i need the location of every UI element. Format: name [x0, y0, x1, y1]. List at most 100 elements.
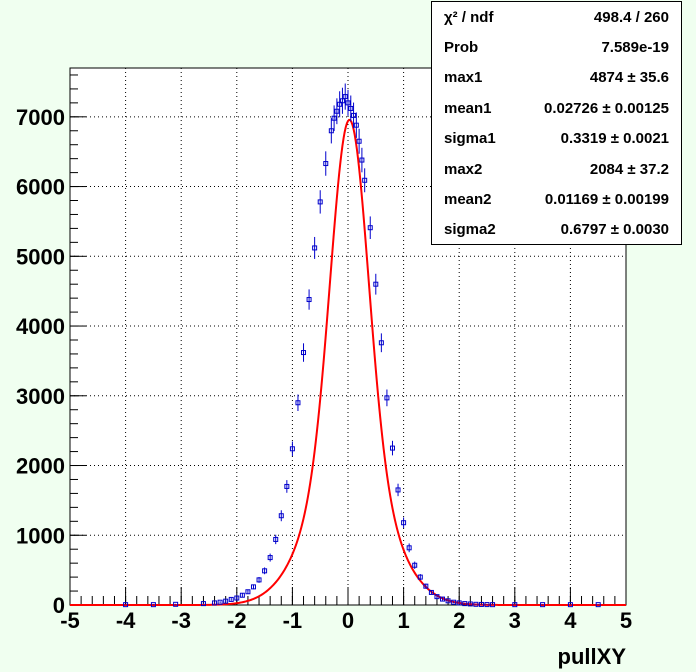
point-marker	[306, 297, 312, 303]
data-point	[359, 147, 365, 173]
stat-row: max2 2084 ± 37.2	[432, 154, 681, 184]
data-point	[245, 589, 251, 595]
point-marker	[456, 600, 462, 606]
data-point	[334, 98, 340, 125]
point-marker	[223, 598, 229, 604]
point-marker	[462, 601, 468, 607]
point-marker	[212, 600, 218, 606]
point-marker	[356, 138, 362, 144]
data-points	[123, 83, 601, 608]
stat-row: mean1 0.02726 ± 0.00125	[432, 93, 681, 123]
data-point	[373, 273, 379, 295]
data-point	[490, 602, 496, 608]
stat-row: χ² / ndf 498.4 / 260	[432, 2, 681, 32]
stat-value: 4874 ± 35.6	[589, 69, 669, 87]
data-point	[301, 343, 307, 362]
data-point	[462, 601, 468, 607]
x-tick-label: 5	[620, 608, 632, 633]
y-tick-label: 4000	[16, 314, 65, 339]
point-marker	[312, 245, 318, 251]
stat-name: max1	[444, 69, 483, 87]
stat-name: χ² / ndf	[444, 8, 494, 26]
data-point	[239, 592, 245, 598]
point-marker	[373, 281, 379, 287]
stat-value: 0.01169 ± 0.00199	[544, 191, 669, 209]
y-tick-label: 0	[53, 593, 65, 618]
point-marker	[200, 601, 206, 607]
x-axis-title: pullXY	[558, 644, 627, 669]
point-marker	[339, 98, 345, 104]
point-marker	[440, 596, 446, 602]
point-marker	[295, 400, 301, 406]
data-point	[540, 602, 546, 608]
data-point	[228, 596, 234, 602]
fit-curve	[70, 118, 626, 606]
data-point	[323, 151, 329, 176]
x-tick-label: -3	[171, 608, 191, 633]
point-marker	[228, 596, 234, 602]
stat-row: max1 4874 ± 35.6	[432, 63, 681, 93]
data-point	[384, 389, 390, 407]
data-point	[451, 599, 457, 605]
data-point	[337, 91, 343, 118]
data-point	[284, 480, 290, 493]
data-point	[423, 583, 429, 589]
stat-value: 0.3319 ± 0.0021	[560, 130, 669, 148]
data-point	[395, 483, 401, 497]
point-marker	[395, 487, 401, 493]
point-marker	[378, 340, 384, 346]
data-point	[484, 602, 490, 608]
data-point	[445, 598, 451, 604]
point-marker	[384, 395, 390, 401]
point-marker	[412, 562, 418, 568]
stat-row: sigma1 0.3319 ± 0.0021	[432, 124, 681, 154]
data-point	[512, 602, 518, 608]
data-point	[273, 534, 279, 545]
point-marker	[245, 589, 251, 595]
point-marker	[540, 602, 546, 608]
data-point	[428, 589, 434, 595]
data-point	[278, 510, 284, 522]
x-tick-label: -2	[227, 608, 247, 633]
point-marker	[362, 177, 368, 183]
data-point	[331, 105, 337, 132]
data-point	[262, 567, 268, 575]
point-marker	[334, 108, 340, 114]
data-point	[328, 118, 334, 144]
point-marker	[337, 101, 343, 107]
stat-row: mean2 0.01169 ± 0.00199	[432, 184, 681, 214]
point-marker	[267, 555, 273, 561]
stat-value: 0.02726 ± 0.00125	[543, 99, 669, 117]
point-marker	[289, 446, 295, 452]
y-tick-label: 5000	[16, 244, 65, 269]
stat-row: Prob 7.589e-19	[432, 32, 681, 62]
y-tick-label: 6000	[16, 175, 65, 200]
data-point	[223, 598, 229, 604]
point-marker	[445, 598, 451, 604]
data-point	[256, 576, 262, 583]
data-point	[434, 594, 440, 600]
point-marker	[417, 574, 423, 580]
data-point	[417, 574, 423, 581]
data-point	[362, 168, 368, 193]
x-tick-label: 4	[564, 608, 577, 633]
data-point	[295, 394, 301, 412]
stat-value: 7.589e-19	[601, 39, 669, 57]
point-marker	[423, 583, 429, 589]
point-marker	[389, 445, 395, 451]
data-point	[356, 128, 362, 154]
point-marker	[595, 602, 601, 608]
data-point	[212, 600, 218, 606]
data-point	[123, 602, 129, 608]
x-tick-label: -1	[283, 608, 303, 633]
data-point	[250, 584, 256, 590]
data-point	[406, 543, 412, 553]
point-marker	[351, 112, 357, 118]
stat-value: 0.6797 ± 0.0030	[560, 221, 669, 239]
stat-name: max2	[444, 160, 483, 178]
data-point	[150, 602, 156, 608]
point-marker	[490, 602, 496, 608]
point-marker	[406, 545, 412, 551]
stat-value: 2084 ± 37.2	[589, 160, 669, 178]
data-point	[367, 216, 373, 239]
